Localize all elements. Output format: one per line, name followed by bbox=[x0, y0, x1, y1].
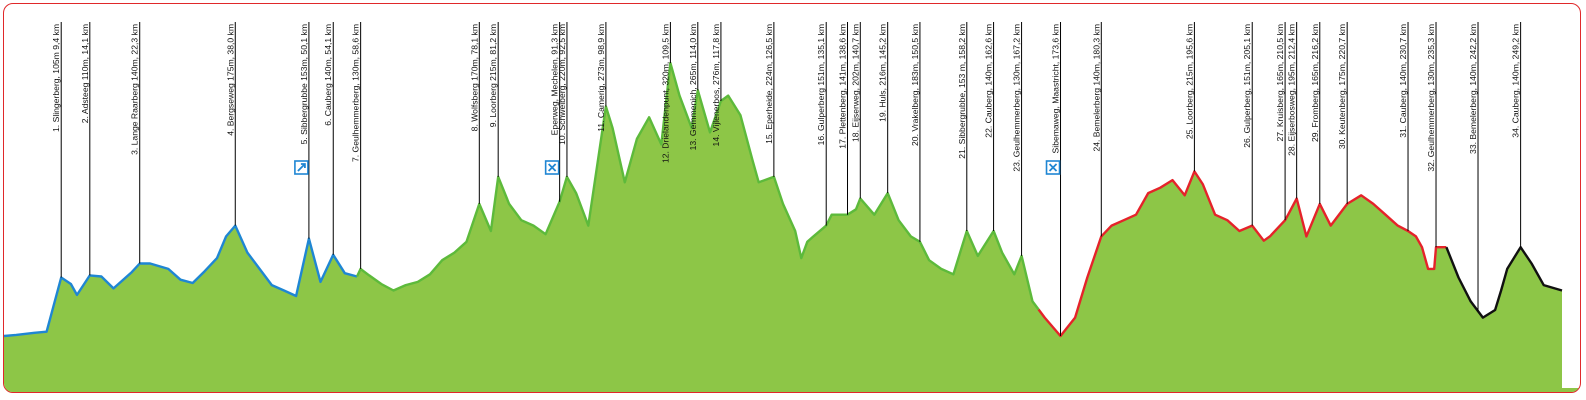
climb-label: 24. Bemelerberg 140m, 180,3 km bbox=[1091, 24, 1101, 152]
climb-label: 25. Loorberg, 215m, 195,6 km bbox=[1184, 24, 1194, 139]
climb-label: 9. Loorberg 215m, 81,2 km bbox=[488, 24, 498, 127]
sprint-icon bbox=[1045, 160, 1061, 175]
climb-label: 8. Wolfsberg 170m, 78,1 km bbox=[469, 24, 479, 131]
profile-area-layer bbox=[4, 63, 1580, 392]
climb-label: 21. Sibbergrubbe, 153 m, 158,2 km bbox=[957, 24, 967, 159]
climb-annotation-layer: 1. Slingerberg, 105m 9,4 km 2. Adsteeg 11… bbox=[51, 22, 1522, 337]
climb-label: 7. Geulhemmerberg, 130m, 58,6 km bbox=[351, 24, 361, 162]
climb-label: 14. Vijlenerbos, 276m, 117,8 km bbox=[711, 24, 721, 146]
climb-label: 12. Drielandenpunt, 320m, 109,5 km bbox=[660, 24, 670, 163]
profile-base bbox=[4, 388, 1580, 392]
climb-label: 6. Cauberg 140m, 54,1 km bbox=[323, 24, 333, 126]
climb-label: 13. Gemmenich, 265m, 114,0 km bbox=[688, 24, 698, 150]
climb-label: 30. Keutenberg, 175m, 220,7 km bbox=[1337, 24, 1347, 149]
climb-label: 29. Fromberg, 165m, 216,2 km bbox=[1310, 24, 1320, 142]
climb-label: 23. Geulhemmerberg, 130m, 167,2 km bbox=[1012, 24, 1022, 172]
climb-label: 4. Bergseweg 175m, 38,0 km bbox=[225, 24, 235, 136]
climb-label: 15. Eperheide, 224m, 126,5 km bbox=[764, 24, 774, 144]
climb-label: 28. Eijserbosweg, 195m, 212,4 km bbox=[1287, 24, 1297, 156]
profile-segment-1 bbox=[4, 224, 358, 338]
climb-label: 31. Cauberg, 140m, 230,7 km bbox=[1398, 24, 1408, 138]
climb-label: 32. Geulhemmerberg, 130m, 235,3 km bbox=[1426, 24, 1436, 172]
feed-zone-icon bbox=[294, 160, 309, 175]
climb-label: 33. Bemelerberg, 140m, 242,2 km bbox=[1468, 24, 1478, 154]
sprint-icon bbox=[544, 160, 560, 175]
climb-label: 34. Cauberg, 140m, 249,2 km bbox=[1511, 24, 1521, 138]
climb-label: 16. Gulperberg 151m, 135,1 km bbox=[816, 24, 826, 145]
climb-label: 10. Schweiberg, 220m, 92,5 km bbox=[557, 24, 567, 145]
climb-label: 3. Lange Raarberg 140m, 22,3 km bbox=[130, 24, 140, 155]
climb-label: 2. Adsteeg 110m, 14,1 km bbox=[80, 24, 90, 123]
climb-label: 11. Camerig, 273m, 98,9 km bbox=[596, 24, 606, 132]
climb-label: 17. Plettenberg, 141m, 138,6 km bbox=[838, 24, 848, 149]
climb-label: 20. Vrakelberg, 183m, 150,5 km bbox=[910, 24, 920, 146]
climb-label: Sibemaweg, Maastricht, 173,6 km bbox=[1051, 24, 1061, 153]
profile-segment-3 bbox=[1037, 170, 1447, 338]
profile-line-layer bbox=[4, 61, 1563, 338]
icon-layer bbox=[294, 160, 1061, 175]
climb-label: 1. Slingerberg, 105m 9,4 km bbox=[51, 24, 61, 132]
climb-label: 27. Kruisberg, 165m, 210,5 km bbox=[1275, 24, 1285, 142]
elevation-profile-chart: 1. Slingerberg, 105m 9,4 km 2. Adsteeg 11… bbox=[4, 22, 1580, 392]
profile-segment-4 bbox=[1445, 246, 1563, 319]
climb-label: 26. Gulperberg, 151m, 205,1 km bbox=[1242, 24, 1252, 148]
profile-frame: 1. Slingerberg, 105m 9,4 km 2. Adsteeg 11… bbox=[3, 3, 1581, 393]
profile-area bbox=[4, 63, 1580, 392]
profile-segment-2 bbox=[355, 61, 1040, 311]
climb-label: Eperweg, Mechelen, 91,3 km bbox=[550, 24, 560, 135]
climb-label: 18. Eijserweg, 202m, 140,7 km bbox=[850, 24, 860, 142]
climb-label: 22. Cauberg, 140m, 162,6 km bbox=[984, 24, 994, 138]
climb-label: 19. Huls, 216m, 145,2 km bbox=[878, 24, 888, 122]
climb-label: 5. Sibbergrubbe 153m, 50,1 km bbox=[299, 24, 309, 144]
